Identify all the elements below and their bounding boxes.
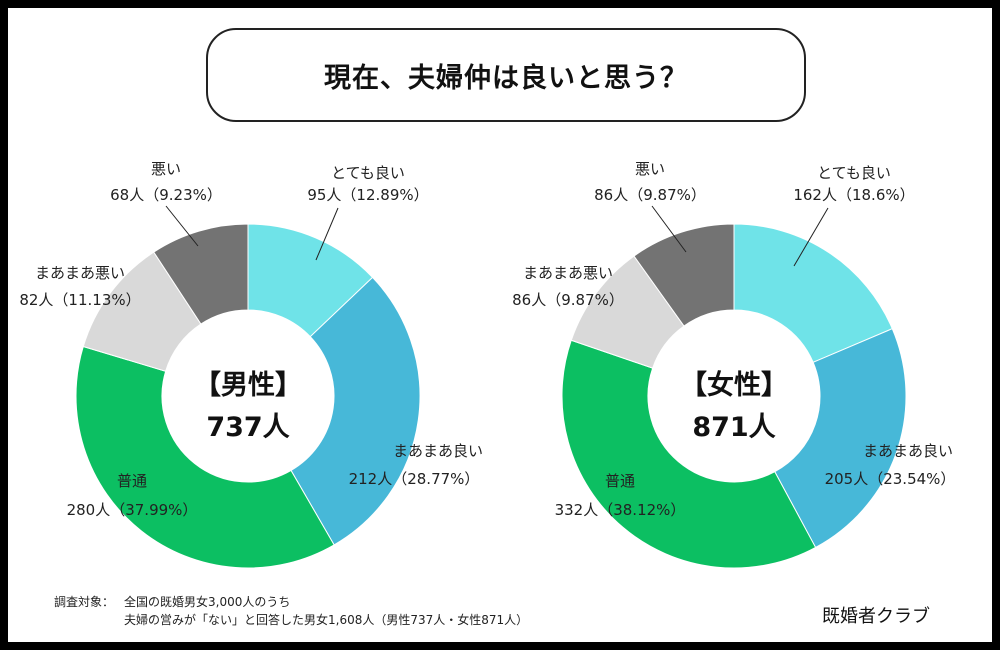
center-count: 871人 <box>692 412 775 443</box>
slice-label-futsuu: 普通 <box>117 472 147 490</box>
title-box: 現在、夫婦仲は良いと思う？ <box>206 28 806 122</box>
center-count: 737人 <box>206 412 289 443</box>
leader-line-totemo-yoi <box>315 207 339 261</box>
slice-label-totemo-yoi: とても良い <box>817 164 891 182</box>
slice-label-maamaa-warui: まあまあ悪い <box>35 264 125 282</box>
footnote-prefix: 調査対象： <box>54 595 115 609</box>
donut-charts: 【男性】 737人 とても良い 95人（12.89%） まあまあ良い 212人（28.77… <box>19 160 956 569</box>
center-title: 【女性】 <box>680 369 788 401</box>
leader-line-warui <box>651 205 687 253</box>
slice-value-warui: 86人（9.87%） <box>594 186 706 204</box>
slice-value-maamaa-yoi: 212人（28.77%） <box>349 470 480 488</box>
center-title: 【男性】 <box>194 370 302 401</box>
leader-line-totemo-yoi <box>793 207 829 267</box>
slice-label-maamaa-warui: まあまあ悪い <box>523 264 613 282</box>
slice-futsuu <box>75 345 335 569</box>
donut-male <box>75 223 421 569</box>
slice-value-totemo-yoi: 162人（18.6%） <box>793 186 914 204</box>
slice-warui <box>633 223 735 327</box>
slice-futsuu <box>561 339 817 569</box>
slice-value-futsuu: 332人（38.12%） <box>555 501 686 519</box>
footnote-line-1: 調査対象： 全国の既婚男女3,000人のうち <box>54 593 290 610</box>
slice-maamaa-yoi <box>774 328 907 549</box>
footnote-line-2: 夫婦の営みが「ない」と回答した男女1,608人（男性737人・女性871人） <box>54 611 528 628</box>
slice-label-totemo-yoi: とても良い <box>331 164 405 182</box>
chart-title: 現在、夫婦仲は良いと思う？ <box>324 62 688 94</box>
slice-warui <box>153 223 249 325</box>
slice-value-maamaa-warui: 86人（9.87%） <box>512 291 624 309</box>
footnote-text-1: 全国の既婚男女3,000人のうち <box>124 595 291 609</box>
source-credit: 既婚者クラブ <box>822 606 930 627</box>
chart-frame: 現在、夫婦仲は良いと思う？ 【男性】 737人 とても良い 95人（12.89%） まあ… <box>8 8 992 642</box>
slice-label-warui: 悪い <box>635 160 665 178</box>
slice-value-warui: 68人（9.23%） <box>110 186 222 204</box>
slice-label-warui: 悪い <box>151 160 181 178</box>
slice-label-futsuu: 普通 <box>605 472 635 490</box>
slice-label-maamaa-yoi: まあまあ良い <box>863 442 953 460</box>
slice-value-maamaa-warui: 82人（11.13%） <box>19 291 140 309</box>
slice-label-maamaa-yoi: まあまあ良い <box>393 442 483 460</box>
slice-maamaa-yoi <box>290 276 421 546</box>
slice-value-maamaa-yoi: 205人（23.54%） <box>825 470 956 488</box>
leader-line-warui <box>165 205 199 247</box>
slice-value-totemo-yoi: 95人（12.89%） <box>307 186 428 204</box>
donut-female <box>561 223 907 569</box>
footnote-text-2: 夫婦の営みが「ない」と回答した男女1,608人（男性737人・女性871人） <box>124 613 529 627</box>
slice-value-futsuu: 280人（37.99%） <box>67 501 198 519</box>
slice-totemo-yoi <box>733 223 893 363</box>
